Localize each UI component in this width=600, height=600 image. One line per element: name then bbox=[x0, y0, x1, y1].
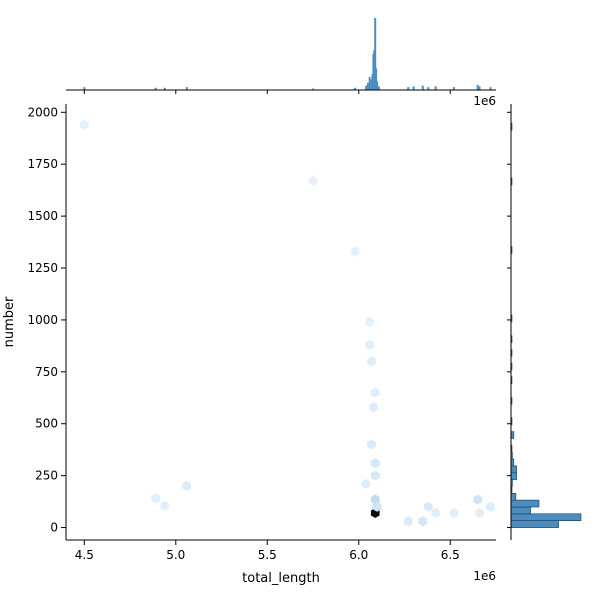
top-marginal-histogram: 1e6 bbox=[66, 18, 496, 108]
hexbin bbox=[80, 119, 89, 130]
top-histogram-bar bbox=[377, 86, 380, 90]
right-histogram-bar bbox=[510, 520, 559, 528]
hexbin bbox=[182, 481, 192, 491]
top-histogram-bar bbox=[434, 86, 437, 90]
x-axis-label: total_length bbox=[242, 571, 320, 586]
top-histogram-bar bbox=[374, 18, 377, 90]
hexbin bbox=[424, 501, 433, 512]
top-histogram-bar bbox=[368, 77, 371, 90]
top-histogram-bar bbox=[412, 86, 415, 90]
hexbin bbox=[449, 508, 459, 518]
y-tick-label: 2000 bbox=[27, 105, 58, 119]
top-histogram-bar bbox=[421, 85, 424, 90]
hexbin bbox=[160, 500, 170, 511]
right-marginal-ticks bbox=[507, 111, 511, 529]
hexbin bbox=[486, 501, 495, 512]
right-histogram-bar bbox=[510, 492, 517, 501]
x-axis-offset-label: 1e6 bbox=[473, 569, 496, 583]
top-histogram-bar bbox=[375, 68, 378, 90]
top-histogram-bar bbox=[489, 87, 492, 90]
top-histogram-bar bbox=[185, 87, 188, 90]
hexbin bbox=[367, 356, 376, 367]
top-histogram-bar bbox=[427, 87, 430, 90]
top-histogram-bar bbox=[376, 81, 379, 90]
x-tick-label: 5.0 bbox=[166, 548, 185, 562]
y-tick-label: 1250 bbox=[27, 261, 58, 275]
hexbin bbox=[365, 339, 375, 350]
y-axis-label: number bbox=[2, 296, 17, 347]
top-marginal-ticks bbox=[83, 90, 451, 94]
right-histogram-bar bbox=[510, 513, 582, 521]
right-marginal-histogram bbox=[507, 104, 582, 540]
y-tick-label: 750 bbox=[35, 365, 58, 379]
hexbin-layer bbox=[80, 119, 495, 527]
x-tick-label: 6.5 bbox=[441, 548, 460, 562]
x-tick-label: 5.5 bbox=[258, 548, 277, 562]
hexbin bbox=[365, 317, 375, 327]
top-marginal-offset-label: 1e6 bbox=[473, 94, 496, 108]
hexbin bbox=[367, 439, 376, 450]
hexbin bbox=[475, 508, 484, 518]
top-histogram-bar bbox=[163, 87, 166, 90]
y-tick-label: 1750 bbox=[27, 157, 58, 171]
top-histogram-bar bbox=[83, 87, 86, 90]
hexbin bbox=[361, 478, 371, 489]
y-tick-label: 500 bbox=[35, 417, 58, 431]
hexbin bbox=[431, 508, 440, 518]
top-histogram-bars bbox=[83, 18, 492, 90]
top-histogram-bar bbox=[407, 87, 410, 90]
top-histogram-bar bbox=[476, 85, 479, 90]
hexbin bbox=[372, 501, 382, 512]
top-histogram-bar bbox=[452, 87, 455, 90]
y-tick-label: 250 bbox=[35, 469, 58, 483]
right-histogram-bar bbox=[510, 499, 540, 508]
y-tick-label: 1000 bbox=[27, 313, 58, 327]
hexbin bbox=[473, 494, 482, 505]
top-histogram-bar bbox=[312, 88, 314, 90]
hexbin bbox=[369, 402, 378, 413]
y-axis-ticks: 0 250 500 750 1000 1250 1500 1750 2000 bbox=[27, 105, 66, 535]
y-tick-label: 1500 bbox=[27, 209, 58, 223]
hexbin bbox=[370, 387, 380, 398]
top-histogram-bar bbox=[366, 82, 369, 90]
y-tick-label: 0 bbox=[50, 521, 58, 535]
hexbin bbox=[308, 175, 318, 186]
right-histogram-bar bbox=[510, 465, 517, 474]
hexbin bbox=[370, 458, 380, 469]
top-histogram-bar bbox=[478, 86, 481, 90]
main-plot-area: 4.5 5.0 5.5 6.0 6.5 0 250 500 750 1000 1250 1500 17… bbox=[2, 104, 496, 586]
hexbin bbox=[418, 516, 428, 527]
right-histogram-bar bbox=[510, 472, 517, 480]
hexbin bbox=[151, 493, 160, 504]
right-histogram-bar bbox=[510, 506, 531, 515]
x-axis-ticks: 4.5 5.0 5.5 6.0 6.5 bbox=[75, 540, 460, 562]
x-tick-label: 4.5 bbox=[75, 548, 94, 562]
hexbin bbox=[403, 516, 413, 527]
top-histogram-bar bbox=[365, 85, 368, 90]
hexbin bbox=[370, 470, 380, 481]
hexbin bbox=[350, 246, 360, 257]
x-tick-label: 6.0 bbox=[349, 548, 368, 562]
top-histogram-bar bbox=[354, 87, 357, 90]
top-histogram-bar bbox=[154, 87, 157, 90]
